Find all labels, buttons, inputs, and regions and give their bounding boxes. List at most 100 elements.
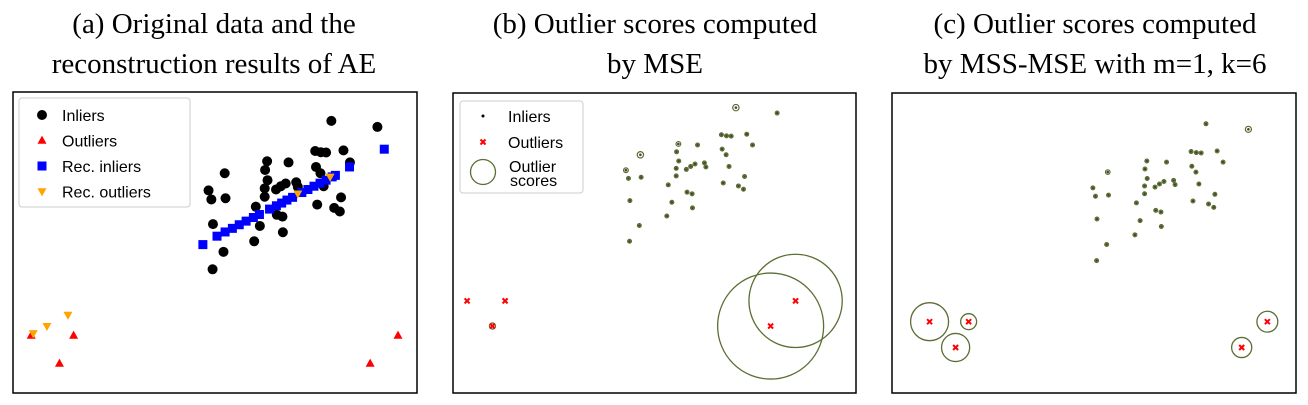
legend-a: Inliers Outliers Rec. inliers Rec. outliers — [18, 97, 191, 208]
legend-label: Outliers — [62, 134, 117, 151]
rec-inlier-point — [282, 195, 292, 205]
inlier-score-circle — [742, 173, 748, 179]
inlier-point — [1160, 225, 1163, 228]
inlier-score-circle — [688, 163, 694, 169]
inlier-score-circle — [1092, 193, 1098, 199]
inlier-point — [1145, 159, 1149, 163]
inlier-point — [677, 159, 681, 163]
inlier-score-circle — [1104, 169, 1111, 175]
outlier-point — [393, 330, 403, 339]
inlier-point — [321, 147, 332, 158]
outlier-point — [365, 358, 375, 367]
plot-frame-b — [452, 92, 857, 394]
inlier-point — [262, 175, 273, 186]
inlier-point — [1213, 192, 1217, 196]
inlier-point — [250, 201, 261, 212]
inlier-point — [727, 165, 731, 168]
inlier-point — [674, 174, 678, 178]
cross-stroke — [489, 322, 496, 330]
inlier-score-circle — [1094, 258, 1100, 264]
inlier-point — [206, 194, 217, 205]
rec-inlier-point — [297, 188, 307, 198]
inlier-point — [1199, 151, 1203, 155]
inlier-score-circle — [1220, 159, 1226, 165]
inlier-point — [685, 190, 689, 194]
inlier-point — [742, 187, 745, 191]
inlier-point — [696, 143, 699, 147]
inlier-score-circle — [1094, 216, 1100, 222]
title-line: (a) Original data and the — [72, 8, 356, 40]
inlier-score-circle — [750, 142, 756, 148]
inlier-point — [336, 192, 347, 203]
legend-outlier-marker — [479, 138, 487, 146]
inlier-point — [262, 156, 273, 167]
inlier-point — [745, 132, 749, 136]
inlier-score-circle — [1203, 121, 1209, 127]
outlier-score-circle — [488, 322, 497, 330]
inlier-point — [1135, 201, 1138, 205]
legend-label: Rec. outliers — [62, 185, 151, 202]
cross-stroke — [1238, 344, 1245, 351]
inlier-score-circle — [1153, 207, 1159, 213]
inlier-point — [259, 183, 270, 194]
legend-label: Rec. inliers — [62, 159, 141, 176]
outlier-score-circle — [716, 272, 825, 380]
inlier-point — [1212, 206, 1216, 209]
inlier-point — [203, 185, 214, 196]
inlier-point — [260, 164, 271, 175]
inlier-score-circle — [1189, 163, 1195, 169]
inlier-score-circle — [1144, 158, 1150, 164]
inlier-score-circle — [665, 182, 671, 188]
legend-label: Inliers — [62, 108, 105, 125]
inlier-point — [219, 168, 230, 179]
inlier-score-circle — [636, 223, 642, 229]
title-line: (c) Outlier scores computed — [933, 8, 1257, 40]
inlier-score-circle — [728, 133, 734, 139]
inlier-point — [724, 153, 728, 157]
panel-a-marks — [26, 115, 403, 367]
cross-stroke — [1264, 318, 1271, 325]
inlier-point — [1247, 128, 1250, 131]
rec-inlier-point — [234, 220, 244, 230]
inlier-point — [1165, 160, 1168, 164]
inlier-score-circle — [1214, 148, 1220, 154]
outlier-point — [54, 358, 64, 367]
inlier-point — [1159, 210, 1163, 214]
inlier-point — [734, 106, 738, 109]
inlier-score-circle — [774, 110, 780, 116]
inlier-point — [283, 157, 294, 168]
inlier-score-circle — [1193, 169, 1199, 175]
inlier-score-circle — [675, 140, 682, 147]
inlier-point — [1172, 179, 1175, 182]
outlier-point — [952, 344, 959, 351]
inlier-point — [720, 147, 724, 151]
inlier-score-circle — [732, 103, 740, 112]
rec-inlier-point — [248, 213, 258, 223]
inlier-score-circle — [673, 173, 679, 179]
inlier-point — [334, 206, 345, 217]
inlier-point — [639, 153, 642, 157]
inlier-point — [743, 175, 746, 178]
outlier-point — [69, 330, 79, 339]
rec-inlier-point — [303, 185, 313, 195]
inlier-score-circle — [627, 238, 633, 244]
outlier-point — [1238, 344, 1245, 351]
inlier-point — [1133, 233, 1137, 237]
legend-label: Outlier — [509, 159, 557, 176]
cross-stroke — [463, 297, 471, 305]
inlier-score-circle — [1132, 232, 1138, 238]
inlier-point — [721, 181, 725, 185]
inlier-score-circle — [1193, 150, 1199, 156]
inlier-point — [1221, 160, 1225, 164]
inlier-point — [677, 142, 680, 146]
outlier-score-circle — [940, 332, 971, 363]
inlier-point — [1173, 183, 1177, 186]
cross-stroke — [501, 297, 509, 305]
inlier-score-circle — [701, 160, 707, 166]
outlier-point — [767, 322, 774, 330]
inlier-point — [254, 220, 265, 231]
inlier-point — [1095, 217, 1099, 221]
inlier-score-circle — [689, 191, 695, 197]
